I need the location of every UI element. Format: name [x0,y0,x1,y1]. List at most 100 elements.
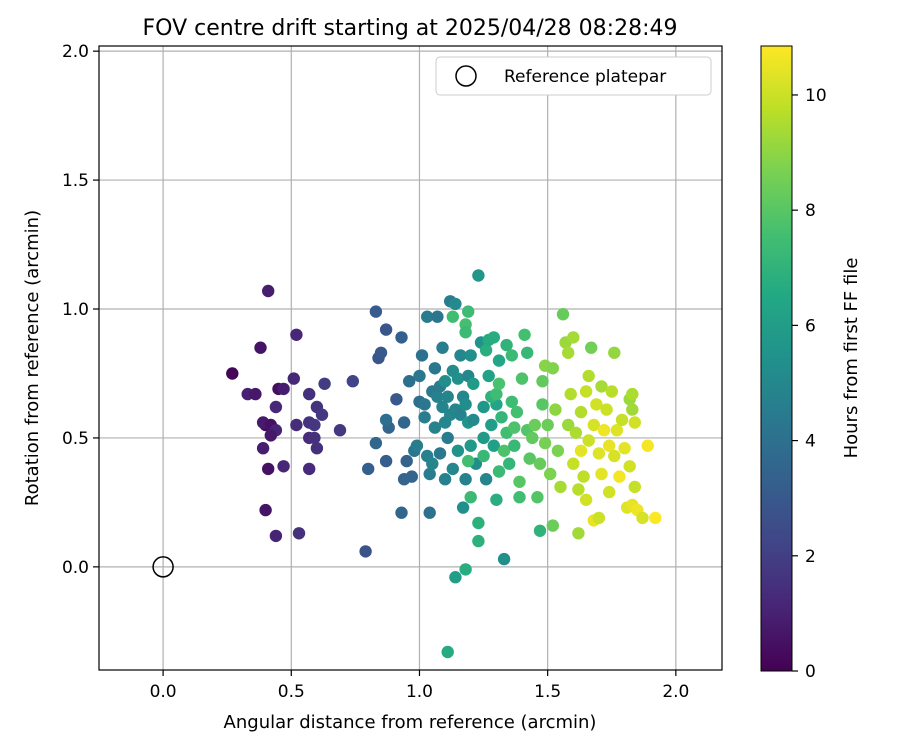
scatter-point [379,413,393,427]
scatter-point [249,387,262,401]
scatter-point [497,444,511,457]
data-points [226,269,662,659]
x-tick-label: 1.0 [406,682,433,702]
scatter-point [464,349,477,362]
scatter-point [597,424,611,437]
scatter-point [287,372,300,385]
scatter-point [303,387,316,401]
scatter-point [526,431,539,445]
scatter-point [431,390,444,403]
scatter-point [441,645,454,659]
scatter-point [446,462,459,476]
scatter-point [490,493,503,506]
scatter-point [518,328,531,341]
scatter-point [333,424,347,437]
scatter-point [390,393,403,406]
scatter-point [567,331,580,344]
scatter-point [369,305,383,318]
scatter-point [451,372,465,385]
scatter-point [456,501,470,514]
x-axis-ticks: 0.0 0.5 1.0 1.5 2.0 [150,670,689,702]
scatter-point [533,457,547,470]
scatter-point [477,449,490,463]
scatter-point [454,408,467,421]
y-tick-label: 2.0 [62,42,89,62]
scatter-point [508,439,521,452]
scatter-point [556,308,570,321]
plot-area-frame [98,45,723,671]
scatter-point [395,331,408,344]
scatter-point [262,284,275,298]
scatter-point [603,439,616,452]
scatter-point [574,444,588,457]
legend-entry-label: Reference platepar [504,67,666,87]
scatter-point [495,411,508,424]
scatter-point [415,349,429,362]
scatter-point [459,473,472,486]
scatter-point [438,375,452,388]
chart-title: FOV centre drift starting at 2025/04/28 … [143,16,678,41]
scatter-point [626,387,639,401]
scatter-point [464,491,477,504]
scatter-point [592,511,606,525]
scatter-point [590,398,603,411]
scatter-point [490,387,503,401]
scatter-point [615,413,629,427]
x-tick-label: 2.0 [662,682,689,702]
scatter-point [564,387,577,401]
scatter-point [505,395,518,408]
legend: Reference platepar [435,56,712,96]
scatter-point [254,341,267,354]
scatter-point [418,398,431,411]
colorbar-tick-label: 8 [805,201,816,221]
scatter-point [477,431,490,445]
scatter-point [464,439,477,452]
scatter-point [510,405,524,419]
y-tick-label: 1.5 [62,171,89,191]
scatter-point [436,341,449,354]
scatter-point [459,398,472,411]
colorbar-tick-label: 4 [805,432,816,452]
scatter-point [492,377,506,390]
scatter-point [503,457,516,470]
scatter-point [277,460,290,473]
scatter-point [608,346,621,359]
scatter-point [569,426,583,439]
scatter-point [418,411,431,424]
scatter-point [441,390,454,403]
scatter-point [226,367,239,380]
scatter-point [533,524,547,537]
scatter-point [574,405,588,419]
colorbar [760,45,793,672]
scatter-point [595,380,608,393]
scatter-point [346,375,359,388]
scatter-point [538,436,552,450]
scatter-point [467,413,480,427]
colorbar-tick-label: 6 [805,316,816,336]
scatter-point [577,470,590,483]
scatter-point [410,439,424,452]
scatter-point [413,369,426,383]
y-tick-label: 0.0 [62,558,89,578]
scatter-point [562,418,575,432]
scatter-point [549,403,562,416]
scatter-point [451,444,465,457]
scatter-point [608,449,621,463]
x-axis-label: Angular distance from reference (arcmin) [224,712,597,733]
reference-platepar-marker [152,556,174,578]
scatter-point [426,457,439,470]
x-tick-label: 0.5 [278,682,305,702]
scatter-point [585,341,598,354]
scatter-point [256,442,270,455]
colorbar-tick-label: 0 [805,662,816,682]
scatter-point [595,467,608,481]
scatter-point [379,323,393,336]
scatter-point [572,483,585,496]
scatter-point [528,418,541,432]
scatter-point [567,457,580,470]
scatter-point [449,571,462,584]
scatter-point [318,377,331,390]
scatter-point [572,527,585,540]
scatter-point [400,454,413,468]
scatter-point [423,467,436,481]
